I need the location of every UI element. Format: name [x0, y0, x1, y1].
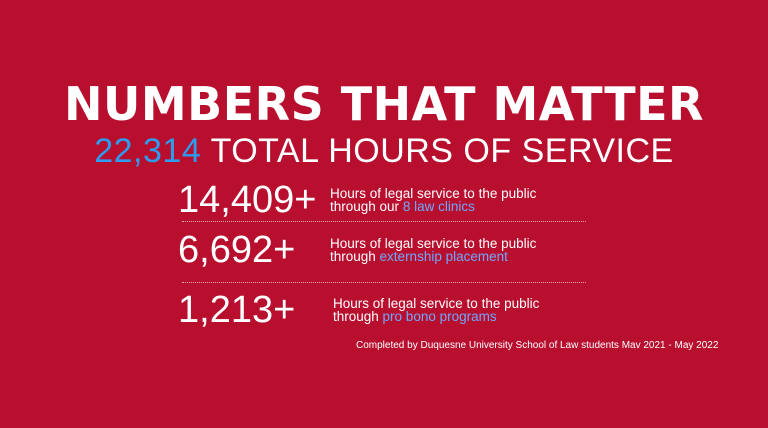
- stat-description-line2: through our 8 law clinics: [330, 199, 536, 214]
- stat-description: Hours of legal service to the public thr…: [330, 186, 537, 214]
- stat-externship: 6,692+ Hours of legal service to the pub…: [178, 230, 536, 270]
- stat-description-line1: Hours of legal service to the public: [330, 236, 537, 251]
- stat-description-prefix: through: [330, 249, 380, 264]
- stat-description-line1: Hours of legal service to the public: [330, 186, 537, 201]
- stat-pro-bono: 1,213+ Hours of legal service to the pub…: [178, 290, 539, 330]
- stat-highlight-text: 8 law clinics: [402, 199, 475, 214]
- stat-value: 6,692+: [178, 229, 296, 271]
- stat-value: 1,213+: [178, 289, 296, 331]
- stat-description-line2: through externship placement: [330, 249, 536, 264]
- stat-description-line1: Hours of legal service to the public: [333, 296, 540, 311]
- subheadline: 22,314 TOTAL HOURS OF SERVICE: [0, 132, 768, 170]
- stat-description: Hours of legal service to the public thr…: [330, 236, 537, 264]
- stat-description: Hours of legal service to the public thr…: [333, 296, 540, 324]
- divider: [182, 282, 586, 283]
- headline: NUMBERS THAT MATTER: [64, 77, 704, 131]
- stat-law-clinics: 14,409+ Hours of legal service to the pu…: [178, 180, 536, 220]
- footnote: Completed by Duquesne University School …: [356, 340, 719, 351]
- stat-description-prefix: through: [333, 309, 383, 324]
- stat-description-line2: through pro bono programs: [333, 309, 539, 324]
- total-hours-label: TOTAL HOURS OF SERVICE: [210, 132, 674, 170]
- total-hours-number: 22,314: [94, 132, 202, 170]
- stat-highlight-text: externship placement: [379, 249, 508, 264]
- stat-highlight-text: pro bono programs: [382, 309, 497, 324]
- stat-value: 14,409+: [178, 179, 317, 221]
- divider: [182, 221, 586, 222]
- stat-description-prefix: through our: [330, 199, 403, 214]
